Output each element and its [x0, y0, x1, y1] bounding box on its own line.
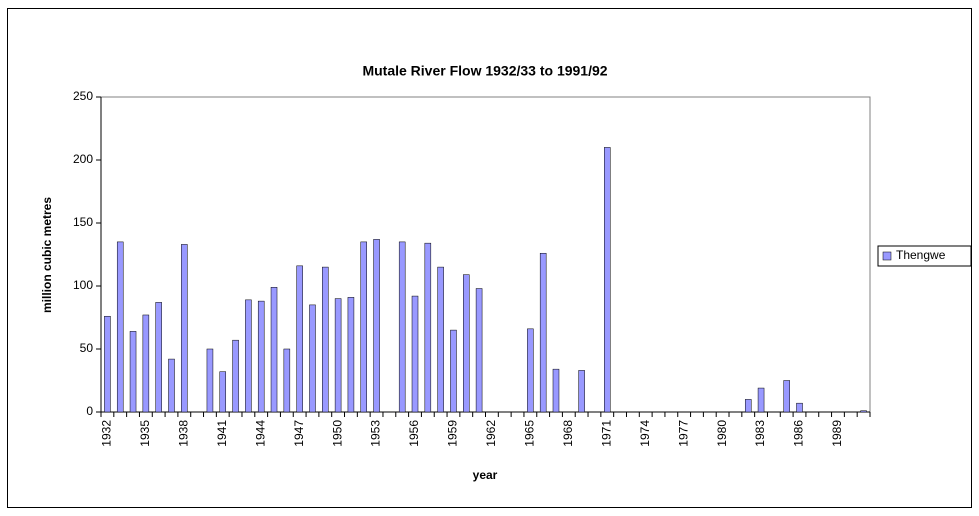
bar: [181, 244, 188, 413]
y-tick-label: 50: [80, 341, 94, 355]
bar: [373, 239, 380, 413]
y-tick-label: 250: [73, 89, 93, 103]
x-tick-label: 1959: [446, 420, 460, 447]
bar: [744, 399, 752, 413]
x-tick-label: 1953: [369, 420, 383, 447]
bar: [604, 147, 611, 413]
bar: [104, 315, 111, 413]
chart-border: [7, 8, 972, 508]
bar: [437, 266, 444, 413]
legend-label: Thengwe: [896, 248, 946, 262]
x-tick-label: 1980: [715, 420, 729, 447]
x-tick-label: 1986: [792, 420, 806, 447]
bar: [283, 348, 291, 413]
bar: [219, 371, 227, 413]
bar: [206, 348, 214, 413]
bar: [116, 241, 124, 413]
x-tick-label: 1944: [253, 420, 267, 447]
bar: [796, 402, 803, 413]
x-tick-label: 1935: [138, 420, 152, 447]
legend-box: [877, 245, 972, 267]
x-tick-label: 1932: [100, 420, 114, 447]
bar: [322, 266, 329, 413]
bar: [257, 300, 265, 413]
bar: [168, 358, 175, 413]
bar: [450, 329, 457, 413]
x-tick-label: 1941: [215, 420, 229, 447]
x-tick-label: 1974: [638, 420, 652, 447]
bar: [552, 368, 560, 413]
bar: [347, 297, 355, 413]
bar: [463, 274, 470, 413]
bar: [424, 242, 432, 413]
bar: [309, 304, 316, 413]
x-tick-label: 1950: [330, 420, 344, 447]
bar: [578, 370, 585, 413]
chart-title: Mutale River Flow 1932/33 to 1991/92: [362, 63, 607, 79]
x-tick-label: 1965: [523, 420, 537, 447]
y-axis-label: million cubic metres: [40, 197, 54, 313]
y-tick-label: 200: [73, 152, 93, 166]
bar: [360, 241, 367, 413]
x-tick-label: 1968: [561, 420, 575, 447]
bar: [334, 298, 342, 413]
bar: [142, 314, 150, 413]
x-tick-label: 1971: [599, 420, 613, 447]
bar: [232, 339, 239, 413]
y-tick-label: 100: [73, 278, 93, 292]
legend-swatch: [882, 251, 892, 261]
bar: [527, 328, 534, 413]
bar: [155, 302, 162, 413]
y-tick-label: 0: [86, 404, 93, 418]
x-tick-label: 1983: [753, 420, 767, 447]
bar: [296, 265, 303, 413]
bar: [270, 287, 278, 413]
x-tick-label: 1989: [830, 420, 844, 447]
bar: [398, 241, 406, 413]
x-tick-label: 1938: [176, 420, 190, 447]
bar: [411, 295, 419, 413]
x-tick-label: 1956: [407, 420, 421, 447]
x-tick-label: 1947: [292, 420, 306, 447]
bar: [245, 299, 252, 413]
bar: [860, 410, 867, 413]
bar: [475, 288, 483, 413]
bar: [539, 252, 547, 413]
x-tick-label: 1962: [484, 420, 498, 447]
bar: [129, 331, 137, 413]
x-axis-label: year: [473, 468, 498, 482]
x-tick-label: 1977: [676, 420, 690, 447]
bar: [783, 380, 790, 413]
y-tick-label: 150: [73, 215, 93, 229]
bar: [757, 387, 765, 413]
